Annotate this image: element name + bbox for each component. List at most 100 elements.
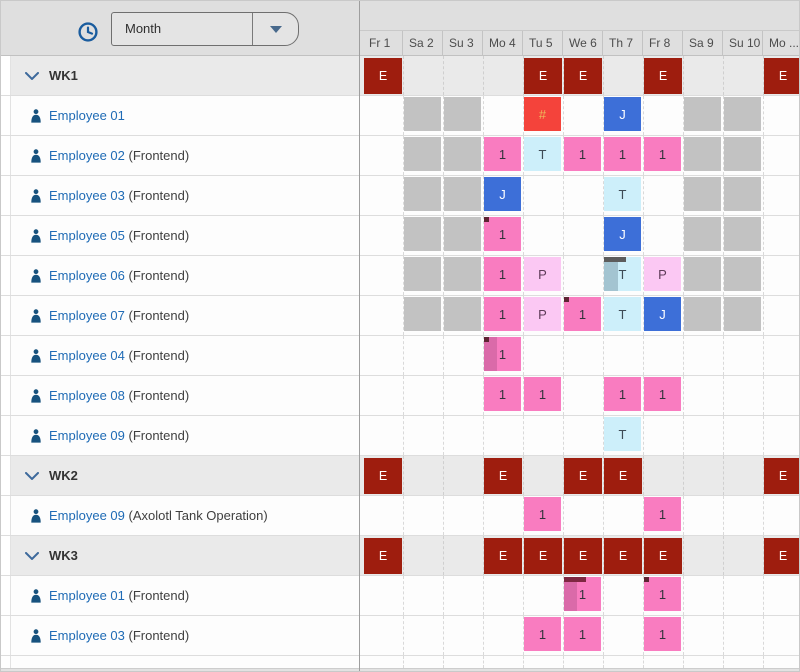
- shift-cell[interactable]: 1: [484, 297, 521, 331]
- shift-cell[interactable]: P: [644, 257, 681, 291]
- day-cell: [603, 496, 643, 535]
- shift-cell[interactable]: 1: [644, 377, 681, 411]
- employee-label[interactable]: Employee 09 (Frontend): [12, 416, 359, 455]
- shift-cell[interactable]: 1: [564, 577, 601, 611]
- day-cell: [723, 416, 763, 455]
- day-cell: [563, 576, 603, 615]
- shift-cell[interactable]: 1: [644, 617, 681, 651]
- day-cell: [643, 216, 683, 255]
- weekend-cell: [444, 97, 481, 131]
- shift-cell[interactable]: 1: [484, 337, 521, 371]
- shift-cell[interactable]: 1: [604, 137, 641, 171]
- day-cell: [763, 656, 799, 668]
- employee-label[interactable]: Employee 01 (Frontend): [12, 576, 359, 615]
- group-toggle[interactable]: WK2: [12, 456, 359, 495]
- exception-cell[interactable]: E: [484, 458, 522, 494]
- exception-cell[interactable]: E: [524, 58, 562, 94]
- group-row: WK3 E E E E E E E: [1, 536, 799, 576]
- weekend-cell: [684, 137, 721, 171]
- exception-cell[interactable]: E: [364, 58, 402, 94]
- shift-cell[interactable]: 1: [564, 137, 601, 171]
- employee-label[interactable]: Employee 07 (Frontend): [12, 296, 359, 335]
- bottom-scroll-strip[interactable]: [1, 668, 799, 671]
- weekend-cell: [684, 257, 721, 291]
- day-cell: [483, 56, 523, 95]
- day-cell: [443, 256, 483, 295]
- employee-label[interactable]: Employee 01: [12, 96, 359, 135]
- exception-cell[interactable]: E: [364, 538, 402, 574]
- cell-label: E: [618, 469, 628, 483]
- exception-cell[interactable]: E: [564, 458, 602, 494]
- shift-cell[interactable]: 1: [644, 137, 681, 171]
- shift-cell[interactable]: 1: [484, 137, 521, 171]
- day-cell: [643, 376, 683, 415]
- day-cell: [763, 376, 799, 415]
- exception-cell[interactable]: E: [564, 58, 602, 94]
- shift-cell[interactable]: 1: [524, 497, 561, 531]
- shift-cell[interactable]: 1: [484, 217, 521, 251]
- shift-cell[interactable]: T: [604, 417, 641, 451]
- shift-cell[interactable]: 1: [604, 377, 641, 411]
- clock-icon[interactable]: [77, 21, 99, 43]
- shift-cell[interactable]: 1: [484, 257, 521, 291]
- day-cell: [363, 336, 403, 375]
- shift-cell[interactable]: T: [604, 257, 641, 291]
- shift-cell[interactable]: J: [604, 97, 641, 131]
- exception-cell[interactable]: E: [484, 538, 522, 574]
- exception-cell[interactable]: E: [764, 58, 799, 94]
- cell-label: E: [378, 69, 388, 83]
- exception-cell[interactable]: E: [644, 538, 682, 574]
- exception-cell[interactable]: E: [524, 538, 562, 574]
- employee-label[interactable]: Employee 02 (Frontend): [12, 136, 359, 175]
- shift-cell[interactable]: P: [524, 297, 561, 331]
- shift-cell[interactable]: P: [524, 257, 561, 291]
- cell-label: E: [658, 69, 668, 83]
- view-mode-dropdown-button[interactable]: [252, 13, 298, 45]
- day-cell: [723, 536, 763, 575]
- exception-cell[interactable]: E: [564, 538, 602, 574]
- person-icon: [31, 108, 41, 123]
- employee-label[interactable]: Employee 08 (Frontend): [12, 376, 359, 415]
- group-toggle[interactable]: WK3: [12, 536, 359, 575]
- group-toggle[interactable]: WK1: [12, 56, 359, 95]
- shift-cell[interactable]: 1: [524, 617, 561, 651]
- day-cell: [563, 176, 603, 215]
- employee-label[interactable]: Employee 03 (Frontend): [12, 616, 359, 655]
- exception-cell[interactable]: E: [764, 538, 799, 574]
- cell-label: 1: [658, 506, 667, 522]
- exception-cell[interactable]: E: [644, 58, 682, 94]
- shift-cell[interactable]: 1: [644, 577, 681, 611]
- day-cell: [403, 456, 443, 495]
- row-gutter: [1, 376, 11, 415]
- employee-label[interactable]: Employee 05 (Frontend): [12, 216, 359, 255]
- person-icon: [31, 188, 41, 203]
- employee-label[interactable]: Employee 09 (Axolotl Tank Operation): [12, 496, 359, 535]
- employee-label[interactable]: Employee 03 (Frontend): [12, 176, 359, 215]
- cell-label: T: [538, 146, 547, 162]
- view-mode-select[interactable]: Month: [111, 12, 299, 46]
- cell-label: 1: [578, 146, 587, 162]
- exception-cell[interactable]: E: [604, 538, 642, 574]
- column-header: Tu 5: [522, 31, 562, 56]
- shift-cell[interactable]: 1: [564, 297, 601, 331]
- shift-cell[interactable]: 1: [564, 617, 601, 651]
- day-cell: [683, 616, 723, 655]
- shift-cell[interactable]: J: [644, 297, 681, 331]
- day-cell: [403, 176, 443, 215]
- employee-label[interactable]: Employee 04 (Frontend): [12, 336, 359, 375]
- exception-cell[interactable]: E: [764, 458, 799, 494]
- shift-cell[interactable]: #: [524, 97, 561, 131]
- shift-cell[interactable]: 1: [644, 497, 681, 531]
- employee-label[interactable]: Employee 06 (Frontend): [12, 256, 359, 295]
- shift-cell[interactable]: T: [604, 177, 641, 211]
- shift-cell[interactable]: T: [524, 137, 561, 171]
- day-cell: [763, 296, 799, 335]
- exception-cell[interactable]: E: [604, 458, 642, 494]
- shift-cell[interactable]: T: [604, 297, 641, 331]
- shift-cell[interactable]: 1: [524, 377, 561, 411]
- shift-cell[interactable]: 1: [484, 377, 521, 411]
- shift-cell[interactable]: J: [484, 177, 521, 211]
- exception-cell[interactable]: E: [364, 458, 402, 494]
- employee-role: (Frontend): [124, 348, 190, 363]
- shift-cell[interactable]: J: [604, 217, 641, 251]
